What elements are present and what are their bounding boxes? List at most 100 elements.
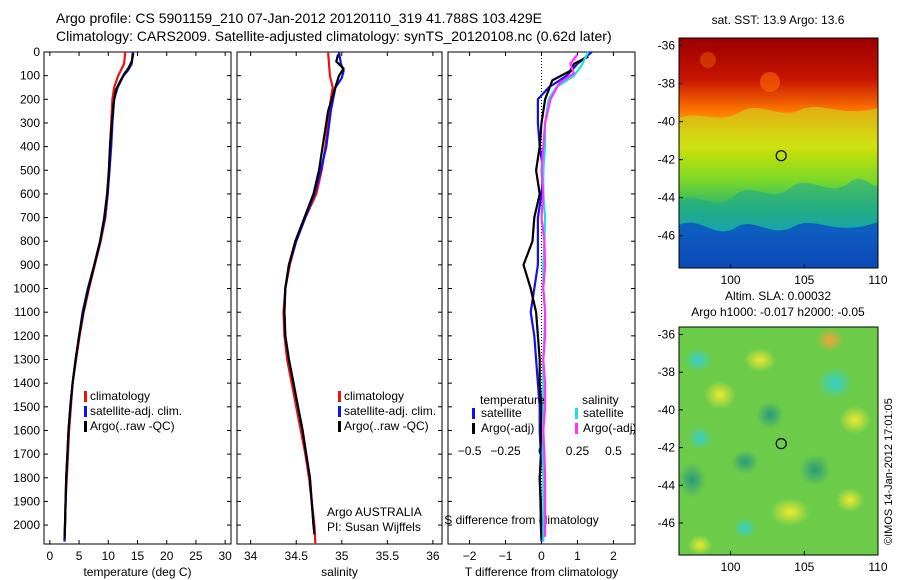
legend-swatch (338, 391, 341, 402)
legend-swatch (575, 423, 578, 434)
legend-label: Argo(-adj) (481, 421, 534, 435)
x-tick-label: −2 (463, 549, 477, 563)
y-tick-label: 1800 (13, 471, 40, 485)
panel-salinity: 34 34.5 35 35.5 36 salinity climatologysatelli… (236, 51, 443, 579)
y-tick-label: 400 (20, 140, 40, 154)
legend-swatch (84, 406, 87, 417)
difference-xlabel-top: S difference from climatology (444, 513, 599, 527)
sla-map-title-line1: Altim. SLA: 0.00032 (725, 289, 831, 303)
y-tick-label: 1700 (13, 447, 40, 461)
legend-label: climatology (90, 389, 150, 403)
legend-title-salinity: salinity (582, 393, 619, 407)
sst-argo-marker (775, 150, 787, 162)
temperature-axes-frame (43, 51, 232, 545)
y-tick-label: 200 (20, 92, 40, 106)
series-line-argo-adj- (522, 55, 589, 540)
x-tick-label: 30 (218, 549, 232, 563)
y-tick-label: 1400 (13, 376, 40, 390)
map-y-tick-label: -46 (658, 229, 676, 243)
sla-texture (679, 328, 871, 555)
s-axis-tick-label: 0.25 (566, 444, 590, 458)
y-tick-label: 900 (20, 258, 40, 272)
x-tick-label: 0 (538, 549, 545, 563)
x-tick-label: 15 (131, 549, 145, 563)
legend-swatch (84, 391, 87, 402)
difference-xlabel: T difference from climatology (465, 565, 619, 579)
pi-label: PI: Susan Wijffels (327, 520, 421, 534)
y-tick-label: 1000 (13, 282, 40, 296)
x-tick-label: 25 (189, 549, 203, 563)
map-y-tick-label: -36 (658, 328, 676, 342)
panel-difference: −2 −1 0 1 2 T difference from climatology −0.5… (444, 51, 636, 579)
y-tick-label: 700 (20, 211, 40, 225)
y-tick-label: 300 (20, 116, 40, 130)
x-tick-label: 20 (160, 549, 174, 563)
sst-map-frame (678, 37, 879, 269)
sst-map: sat. SST: 13.9 Argo: 13.6 100 105 110 -36 -3… (658, 13, 888, 287)
y-tick-label: 100 (20, 69, 40, 83)
sla-map-frame (678, 326, 879, 556)
sla-map: Altim. SLA: 0.00032 Argo h1000: -0.017 h… (658, 289, 888, 574)
y-tick-label: 500 (20, 163, 40, 177)
map-y-tick-label: -46 (658, 516, 676, 530)
legend-label: satellite-adj. clim. (90, 404, 182, 418)
legend-swatch (338, 406, 341, 417)
x-tick-label: 35 (335, 549, 349, 563)
legend-swatch (472, 408, 475, 419)
s-axis-tick-label: −0.5 (458, 444, 482, 458)
y-tick-label: 1200 (13, 329, 40, 343)
sst-map-title: sat. SST: 13.9 Argo: 13.6 (712, 13, 845, 27)
map-x-tick-label: 100 (721, 560, 741, 574)
legend-title-temperature: temperature (480, 393, 545, 407)
sla-map-title-line2: Argo h1000: -0.017 h2000: -0.05 (691, 305, 865, 319)
x-tick-label: 1 (574, 549, 581, 563)
map-y-tick-label: -36 (658, 39, 676, 53)
map-y-tick-label: -42 (658, 153, 676, 167)
legend-label: satellite (481, 406, 522, 420)
x-tick-label: 34 (244, 549, 258, 563)
map-y-tick-label: -44 (658, 478, 676, 492)
float-owner-label: Argo AUSTRALIA (327, 505, 422, 519)
y-tick-label: 1600 (13, 423, 40, 437)
legend-label: Argo(..raw -QC) (90, 419, 175, 433)
y-tick-label: 800 (20, 234, 40, 248)
legend-swatch (575, 408, 578, 419)
legend-swatch (84, 421, 87, 432)
x-tick-label: 2 (610, 549, 617, 563)
x-tick-label: 5 (76, 549, 83, 563)
salinity-axes-frame (236, 51, 443, 545)
s-axis-tick-label: 0.5 (605, 444, 622, 458)
imos-credit: ©IMOS 14-Jan-2012 17:01:05 (883, 398, 895, 545)
x-tick-label: 35.5 (376, 549, 400, 563)
x-tick-label: 0 (47, 549, 54, 563)
map-x-tick-label: 105 (794, 273, 814, 287)
y-tick-label: 1300 (13, 353, 40, 367)
x-tick-label: −1 (499, 549, 513, 563)
series-line-argo-raw-qc- (283, 54, 345, 535)
x-tick-label: 34.5 (285, 549, 309, 563)
series-line-argo-adj- (540, 53, 579, 537)
legend-label: Argo(..raw -QC) (344, 419, 429, 433)
legend-swatch (338, 421, 341, 432)
y-tick-label: 1100 (14, 305, 40, 319)
y-tick-label: 0 (33, 45, 40, 59)
map-x-tick-label: 110 (868, 273, 887, 287)
sla-argo-marker (775, 438, 787, 450)
map-y-tick-label: -38 (658, 365, 676, 379)
map-x-tick-label: 110 (868, 560, 887, 574)
legend-label: climatology (344, 389, 404, 403)
temperature-xlabel: temperature (deg C) (83, 565, 191, 579)
legend-label: satellite-adj. clim. (344, 404, 436, 418)
map-x-tick-label: 105 (794, 560, 814, 574)
y-tick-label: 600 (20, 187, 40, 201)
y-tick-label: 1500 (13, 400, 40, 414)
map-y-tick-label: -40 (658, 403, 676, 417)
salinity-xlabel: salinity (321, 565, 358, 579)
y-tick-label: 1900 (13, 494, 40, 508)
legend-label: Argo(-adj) (583, 421, 636, 435)
s-axis-tick-label: −0.25 (490, 444, 521, 458)
map-y-tick-label: -40 (658, 115, 676, 129)
panel-temperature: 0 5 10 15 20 25 300100200300400500600700800900… (13, 45, 232, 579)
map-y-tick-label: -42 (658, 441, 676, 455)
